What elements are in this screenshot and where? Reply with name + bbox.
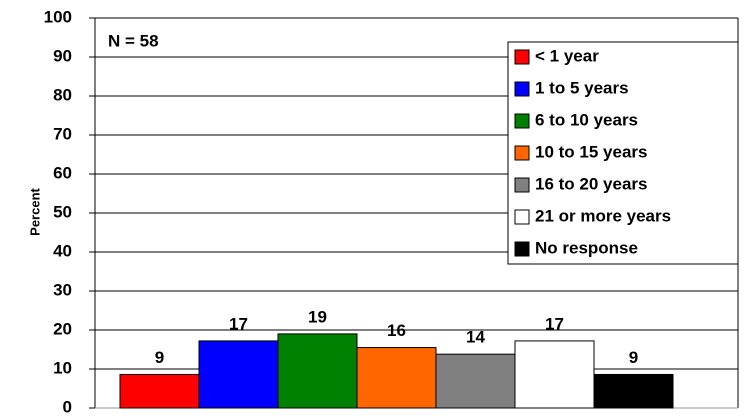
data-label: 14 bbox=[466, 328, 485, 347]
y-tick-label: 80 bbox=[53, 85, 72, 104]
data-label: 16 bbox=[387, 321, 406, 340]
bar bbox=[277, 333, 358, 409]
y-axis-label: Percent bbox=[27, 187, 42, 235]
y-tick-label: 40 bbox=[53, 241, 72, 260]
y-tick-label: 90 bbox=[53, 46, 72, 65]
data-label: 19 bbox=[308, 307, 327, 326]
legend-swatch bbox=[514, 177, 530, 193]
legend-swatch bbox=[514, 145, 530, 161]
legend-label: No response bbox=[535, 238, 638, 257]
data-label: 9 bbox=[155, 348, 164, 367]
bar bbox=[593, 373, 674, 409]
legend-label: 1 to 5 years bbox=[535, 78, 629, 97]
bar bbox=[198, 340, 279, 409]
bar bbox=[119, 373, 200, 409]
bar bbox=[514, 340, 595, 409]
y-tick-label: 60 bbox=[53, 163, 72, 182]
bar bbox=[356, 347, 437, 409]
legend-swatch bbox=[514, 113, 530, 129]
bar bbox=[435, 353, 516, 409]
legend-swatch bbox=[514, 241, 530, 257]
y-tick-label: 70 bbox=[53, 124, 72, 143]
legend-swatch bbox=[514, 209, 530, 225]
y-tick-label: 10 bbox=[53, 358, 72, 377]
y-tick-label: 20 bbox=[53, 319, 72, 338]
legend-label: 16 to 20 years bbox=[535, 174, 647, 193]
legend-label: 21 or more years bbox=[535, 206, 671, 225]
y-tick-label: 0 bbox=[63, 397, 72, 416]
data-label: 17 bbox=[229, 314, 248, 333]
legend-label: 10 to 15 years bbox=[535, 142, 647, 161]
y-tick-label: 100 bbox=[44, 7, 72, 26]
y-tick-label: 30 bbox=[53, 280, 72, 299]
legend-swatch bbox=[514, 49, 530, 65]
y-tick-label: 50 bbox=[53, 202, 72, 221]
legend-label: < 1 year bbox=[535, 46, 599, 65]
legend-box bbox=[507, 41, 739, 265]
data-label: 9 bbox=[629, 348, 638, 367]
annotation: N = 58 bbox=[108, 31, 159, 50]
data-label: 17 bbox=[545, 314, 564, 333]
legend-label: 6 to 10 years bbox=[535, 110, 638, 129]
legend-swatch bbox=[514, 81, 530, 97]
